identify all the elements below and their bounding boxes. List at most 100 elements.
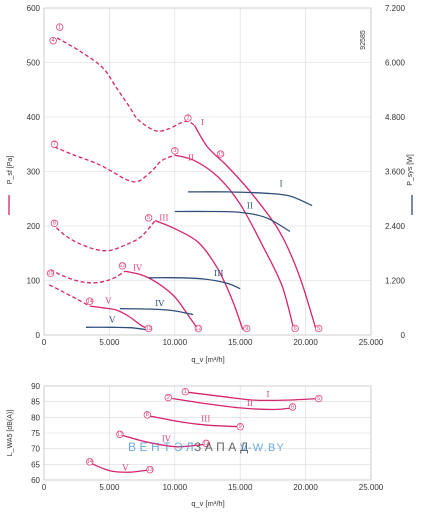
marker-circle [144,324,153,333]
marker-point: 8 [143,411,152,419]
marker-point: 3 [171,147,179,155]
sound-curve-III [148,415,241,428]
chart-code: 92585 [360,30,367,50]
marker-point: 5 [144,214,153,222]
top-x-tick-label: 15.000 [228,338,253,347]
series-label-I: I [201,118,204,127]
marker-point: 1 [55,23,64,31]
series-label-II: II [247,202,253,211]
series-label-I: I [279,179,282,188]
pressure-curve-III [154,219,244,330]
series-label-V: V [121,464,128,473]
marker-point: 4 [49,37,57,45]
marker-circle [236,423,244,431]
marker-circle [143,411,152,419]
top-x-tick-label: 25.000 [359,338,384,347]
watermark-part2: ЗАПАД [194,440,252,454]
series-label-II: II [188,154,194,163]
sound-curve-V [89,462,149,473]
marker-point: 8 [50,219,59,227]
top-y-tick-label-right: 0 [401,331,406,340]
marker-label: 1 [58,24,61,30]
series-label-IV: IV [155,299,164,308]
marker-circle [202,439,210,448]
marker-point: 9 [236,423,244,431]
top-plot-grid [43,7,372,336]
marker-label: 10 [47,271,53,277]
marker-circle [216,150,225,158]
top-y-tick-label-left: 300 [27,168,41,177]
marker-circle [194,324,203,333]
top-y-axis-label: P_sf [Pa] [7,156,14,215]
sound-curve-II [172,397,293,411]
top-y-tick-label-left: 500 [27,59,41,68]
bottom-y-tick-label: 85 [31,398,40,407]
watermark-part1: ВЕНТЭЛ [128,440,197,454]
series-label-II: II [247,399,253,408]
bottom-y-tick-label: 80 [31,413,40,422]
marker-point: 14 [86,458,94,466]
power-curve-I [187,191,313,207]
marker-label: 12 [195,326,201,332]
bottom-x-tick-label: 25.000 [359,483,384,492]
marker-label: 2 [186,115,189,121]
top-y-tick-label-right: 2.400 [385,222,406,231]
marker-circle [288,403,297,411]
marker-circle [164,393,172,402]
top-y-tick-label-left: 600 [27,4,41,13]
marker-circle [50,219,59,227]
marker-point: 12 [118,262,127,270]
marker-label: 6 [294,326,297,332]
marker-circle [146,465,154,474]
marker-circle [314,394,323,403]
marker-circle [181,387,189,396]
bottom-y-tick-label: 70 [31,445,40,454]
marker-point: 6 [291,324,299,333]
marker-label: 13 [146,326,152,332]
top-y-tick-label-left: 200 [27,222,41,231]
bottom-x-tick-label: 5.000 [99,483,120,492]
series-label-IV: IV [133,264,142,273]
marker-point: 13 [146,465,154,474]
top-x-tick-label: 20.000 [293,338,318,347]
marker-label: 11 [218,151,224,157]
marker-label: 3 [173,148,176,154]
bottom-y-tick-label: 65 [31,460,40,469]
series-label-III: III [214,269,223,278]
top-y-axis-label-right: P_sys [W] [407,154,414,215]
bottom-x-tick-label: 15.000 [228,483,253,492]
pressure-curve-stall-V [48,284,91,307]
marker-point: 1 [181,387,189,396]
marker-label: 8 [53,221,56,227]
marker-circle [171,147,179,155]
marker-label: 14 [87,299,93,305]
power-curve-V [85,326,147,331]
pressure-curve-stall-I [56,37,195,132]
top-y-tick-label-left: 0 [36,331,41,340]
marker-label: 4 [52,38,55,44]
bottom-xlabel: q_v [m³/h] [191,499,224,508]
bottom-y-tick-label: 60 [31,476,40,485]
marker-point: 9 [243,324,251,333]
marker-point: 13 [144,324,153,333]
marker-point: 5 [314,394,323,403]
marker-circle [86,458,94,466]
marker-label: 5 [317,396,320,402]
series-label-III: III [159,214,168,223]
top-tick-labels: 0 5.000 10.000 15.000 20.000 25.0000100200300… [27,4,406,347]
marker-label: 8 [146,412,149,418]
marker-circle [46,269,55,278]
bottom-y-tick-label: 75 [31,429,40,438]
bottom-y-tick-label: 90 [31,382,40,391]
bottom-ylabel: L_WA5 [dB(A)] [7,410,14,456]
marker-circle [243,324,251,333]
marker-point: 12 [202,439,210,448]
pressure-curve-II [174,154,295,330]
top-ylabel-right: P_sys [W] [407,154,414,186]
marker-label: 2 [167,395,170,401]
marker-label: 12 [203,441,209,447]
